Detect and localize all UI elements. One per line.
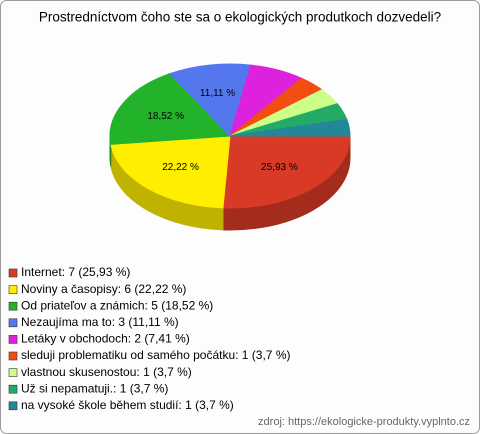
value-label: 22,22 % (162, 162, 199, 173)
legend-swatch (8, 268, 18, 278)
slice (109, 73, 232, 145)
slice (169, 63, 252, 137)
legend-label: na vysoké škole během studií: 1 (3,7 %) (21, 398, 234, 412)
legend-label: Už si nepamatuji.: 1 (3,7 %) (21, 381, 168, 395)
legend-swatch (8, 318, 18, 328)
legend-label: vlastnou skusenostou: 1 (3,7 %) (21, 365, 192, 379)
legend-swatch (8, 384, 18, 394)
legend-swatch (8, 351, 18, 361)
slice (222, 135, 351, 209)
legend-label: Internet: 7 (25,93 %) (21, 265, 130, 279)
legend-label: Od priateľov a známich: 5 (18,52 %) (21, 298, 213, 312)
value-label: 25,93 % (261, 162, 298, 173)
value-label: 18,52 % (147, 111, 184, 122)
slice (110, 135, 231, 209)
legend-swatch (8, 285, 18, 294)
legend-swatch (8, 301, 18, 311)
legend-swatch (8, 401, 18, 411)
legend-swatch (8, 335, 18, 344)
legend-label: sleduji problematiku od samého počátku: … (21, 348, 290, 362)
legend-label: Noviny a časopisy: 6 (22,22 %) (21, 282, 186, 296)
legend-swatch (8, 368, 18, 377)
legend-label: Letáky v obchodoch: 2 (7,41 %) (21, 332, 190, 346)
chart-title: Prostredníctvom čoho ste sa o ekologický… (39, 10, 441, 25)
source: zdroj: https://ekologicke-produkty.vypln… (258, 416, 470, 428)
value-label: 11,11 % (200, 88, 235, 99)
slice (229, 118, 351, 137)
legend-label: Nezaujíma ma to: 3 (11,11 %) (21, 315, 179, 329)
